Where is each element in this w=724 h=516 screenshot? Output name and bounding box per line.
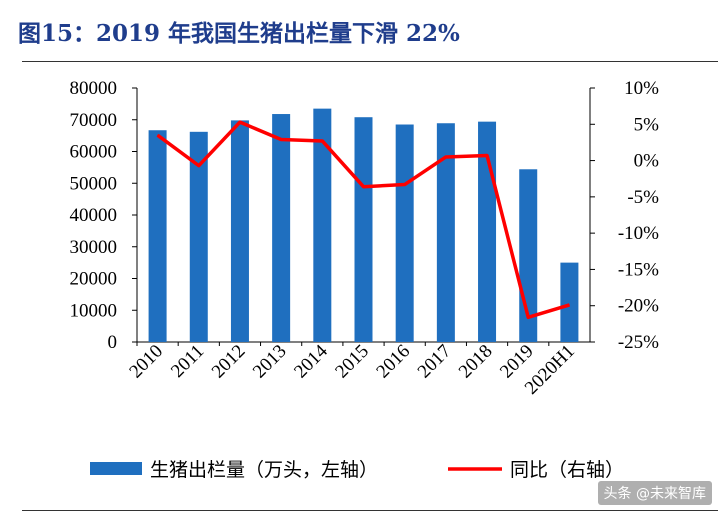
bar <box>189 131 208 342</box>
bar <box>148 130 167 342</box>
line-point <box>157 134 159 136</box>
bar-series <box>148 108 579 343</box>
x-tick-label: 2012 <box>208 341 250 383</box>
left-tick-label: 50000 <box>70 173 118 194</box>
line-point <box>280 139 282 141</box>
x-tick-label: 2011 <box>167 341 208 382</box>
left-tick-label: 10000 <box>70 300 118 321</box>
x-tick-label: 2017 <box>414 341 456 383</box>
left-tick-label: 80000 <box>70 78 118 99</box>
bar <box>436 123 455 343</box>
right-tick-label: 0% <box>634 151 660 172</box>
line-point <box>486 154 488 156</box>
right-tick-label: -15% <box>618 259 659 280</box>
line-point <box>239 121 241 123</box>
left-tick-label: 20000 <box>70 269 118 290</box>
x-tick-label: 2010 <box>125 341 167 383</box>
x-tick-label: 2013 <box>249 341 291 383</box>
legend-bar-swatch <box>90 462 142 475</box>
bar <box>354 117 373 343</box>
bar <box>313 108 332 342</box>
right-tick-label: -20% <box>618 296 659 317</box>
right-tick-label: 5% <box>634 114 660 135</box>
left-tick-label: 30000 <box>70 237 118 258</box>
line-series <box>156 120 570 320</box>
line-point <box>363 186 364 188</box>
legend-bar-label: 生猪出栏量（万头，左轴） <box>150 459 378 481</box>
left-tick-label: 0 <box>108 332 118 353</box>
line-point <box>321 140 323 142</box>
left-tick-label: 70000 <box>70 110 118 131</box>
bottom-rule <box>22 510 718 511</box>
left-tick-label: 60000 <box>70 142 118 163</box>
bar <box>272 114 291 342</box>
x-tick-label: 2015 <box>331 341 373 383</box>
bar <box>560 262 579 342</box>
right-tick-label: -5% <box>627 187 659 208</box>
chart-title: 图15：2019 年我国生猪出栏量下滑 22% <box>18 20 460 47</box>
legend: 生猪出栏量（万头，左轴） 同比（右轴） <box>90 459 624 481</box>
x-tick-label: 2016 <box>372 341 414 383</box>
left-tick-label: 40000 <box>70 205 118 226</box>
x-tick-label: 2018 <box>455 341 497 383</box>
bar <box>230 120 249 342</box>
right-tick-label: -10% <box>618 223 659 244</box>
watermark: 头条 @未来智库 <box>597 481 712 505</box>
line-point <box>404 184 406 186</box>
right-tick-label: -25% <box>618 332 659 353</box>
line-point <box>527 316 529 318</box>
x-tick-label: 2014 <box>290 340 332 382</box>
line-point <box>198 165 200 167</box>
bar <box>395 124 414 342</box>
legend-line-label: 同比（右轴） <box>510 459 624 481</box>
line-point <box>445 156 447 158</box>
top-rule <box>22 61 718 62</box>
line-point <box>568 304 570 306</box>
right-tick-label: 10% <box>624 78 659 99</box>
